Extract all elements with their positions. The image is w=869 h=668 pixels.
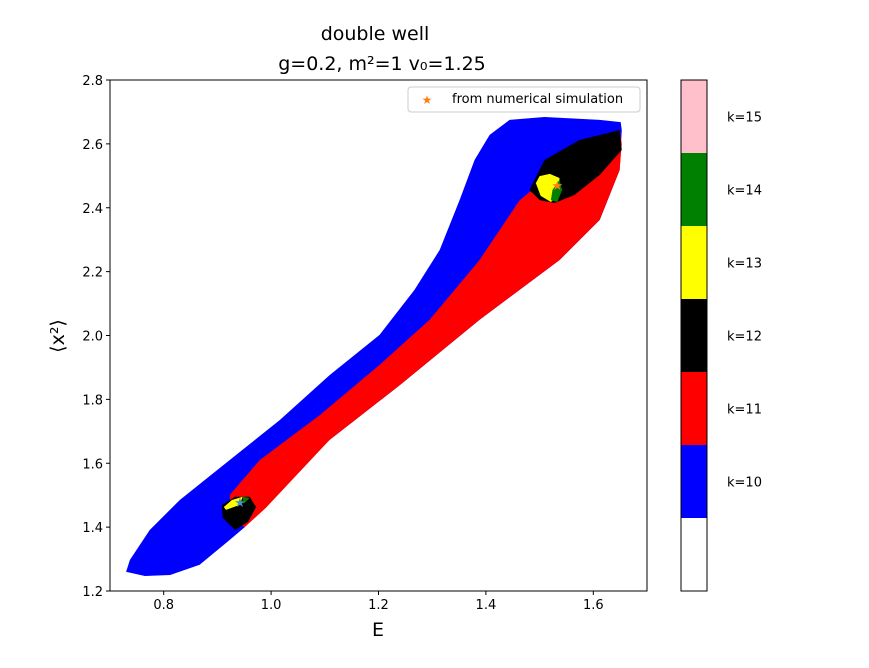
colorbar-segment — [681, 445, 707, 518]
region-k14 — [242, 496, 250, 504]
colorbar-label: k=15 — [727, 111, 762, 126]
legend-box — [407, 86, 641, 113]
colorbar-label: k=10 — [727, 476, 762, 491]
regions — [126, 117, 622, 576]
region-k13 — [223, 496, 243, 510]
region-k10 — [126, 117, 622, 576]
region-k14 — [550, 179, 563, 203]
chart-subtitle: g=0.2, m²=1 v₀=1.25 — [278, 53, 486, 75]
colorbar-label: k=12 — [727, 330, 762, 345]
y-tick-label: 2.4 — [82, 202, 103, 217]
points: ★★ — [234, 179, 563, 511]
x-axis-label: E — [372, 619, 384, 641]
y-ticks: 1.2 1.4 1.6 1.8 2.0 2.2 2.4 2.6 2.8 — [82, 74, 110, 600]
y-tick-label: 1.2 — [82, 585, 103, 600]
x-ticks: 0.8 1.0 1.2 1.4 1.6 — [153, 591, 604, 613]
region-k11 — [229, 130, 622, 528]
colorbar-label: k=13 — [727, 257, 762, 272]
legend-star-icon: ★ — [422, 93, 433, 107]
chart-title: double well — [321, 23, 430, 45]
colorbar-segment — [681, 299, 707, 372]
legend-label: from numerical simulation — [452, 92, 623, 107]
legend: ★ from numerical simulation — [407, 86, 641, 113]
colorbar-segment — [681, 372, 707, 445]
simulation-point-star: ★ — [551, 179, 563, 194]
colorbar-label: k=14 — [727, 184, 762, 199]
x-tick-label: 1.6 — [583, 598, 604, 613]
colorbar-segment — [681, 153, 707, 226]
y-tick-label: 2.2 — [82, 266, 103, 281]
y-tick-label: 2.8 — [82, 74, 103, 89]
colorbar-segment — [681, 518, 707, 591]
y-tick-label: 1.8 — [82, 393, 103, 408]
x-tick-label: 1.4 — [476, 598, 497, 613]
colorbar-segment — [681, 80, 707, 153]
colorbar-label: k=11 — [727, 403, 762, 418]
colorbar-frame — [680, 79, 708, 592]
simulation-point-star: ★ — [234, 496, 246, 511]
y-axis-label: ⟨x²⟩ — [47, 319, 69, 353]
colorbar-segment — [681, 226, 707, 299]
y-tick-label: 2.0 — [82, 330, 103, 345]
x-tick-label: 1.2 — [368, 598, 389, 613]
x-tick-label: 1.0 — [261, 598, 282, 613]
y-tick-label: 1.4 — [82, 521, 103, 536]
y-tick-label: 1.6 — [82, 457, 103, 472]
colorbar: k=10 k=11 k=12 k=13 k=14 k=15 — [680, 79, 762, 592]
x-tick-label: 0.8 — [153, 598, 174, 613]
y-tick-label: 2.6 — [82, 138, 103, 153]
